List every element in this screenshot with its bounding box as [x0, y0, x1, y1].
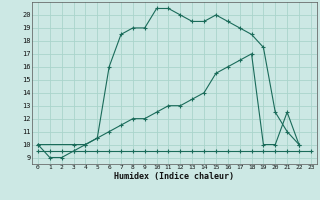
X-axis label: Humidex (Indice chaleur): Humidex (Indice chaleur) [115, 172, 234, 181]
